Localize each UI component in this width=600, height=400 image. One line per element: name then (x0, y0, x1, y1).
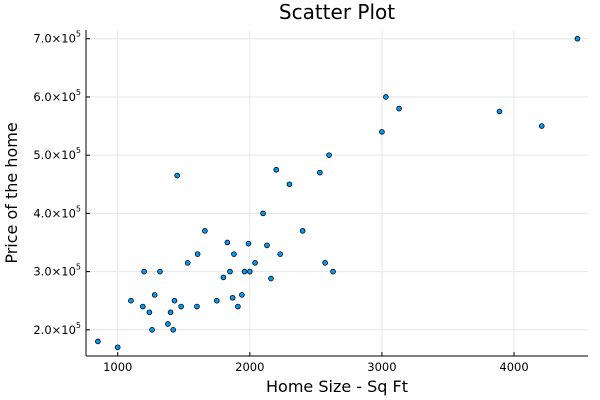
tick-labels: 1000 2000 3000 4000 2.0×105 3.0×105 4.0×105 5.0… (33, 30, 528, 374)
data-point (220, 274, 227, 281)
data-point (252, 260, 258, 266)
data-points (95, 35, 581, 351)
x-axis-label: Home Size - Sq Ft (266, 377, 408, 396)
data-point (260, 210, 266, 217)
x-tick-label: 2000 (235, 360, 264, 374)
data-point (194, 251, 201, 257)
data-point (496, 108, 503, 115)
grid (86, 30, 588, 356)
data-point (95, 338, 101, 345)
x-tick-label: 1000 (103, 360, 132, 374)
data-point (379, 129, 385, 135)
data-point (167, 309, 174, 316)
data-point (326, 152, 332, 158)
data-point (202, 228, 208, 234)
data-point (268, 275, 274, 282)
data-point (171, 297, 178, 304)
data-point (239, 292, 245, 298)
y-tick-label: 3.0×105 (33, 263, 81, 279)
y-tick-label: 6.0×105 (33, 88, 81, 104)
data-point (235, 303, 241, 310)
data-point (229, 294, 236, 301)
data-point (184, 260, 191, 266)
data-point (174, 172, 180, 179)
data-point (170, 327, 176, 333)
data-point (247, 268, 253, 275)
data-point (151, 292, 158, 298)
data-point (178, 303, 184, 310)
x-tick-label: 3000 (367, 360, 396, 374)
y-tick-label: 7.0×105 (33, 30, 81, 46)
data-point (286, 181, 293, 188)
data-point (141, 268, 147, 275)
data-point (165, 321, 171, 327)
x-tick-label: 4000 (499, 360, 528, 374)
data-point (194, 303, 200, 310)
data-point (157, 268, 163, 275)
y-axis-label: Price of the home (2, 122, 21, 263)
y-tick-label: 5.0×105 (33, 146, 81, 162)
data-point (396, 105, 402, 112)
data-point (574, 35, 581, 42)
data-point (128, 297, 134, 304)
data-point (299, 228, 306, 234)
data-point (114, 344, 121, 351)
data-point (231, 251, 237, 257)
data-point (330, 268, 336, 275)
data-point (273, 166, 280, 173)
y-tick-label: 2.0×105 (33, 321, 81, 337)
data-point (383, 94, 389, 100)
data-point (277, 251, 283, 257)
data-point (241, 268, 248, 275)
data-point (140, 303, 146, 310)
data-point (224, 239, 231, 246)
data-point (146, 309, 153, 316)
data-point (245, 240, 252, 247)
chart-title: Scatter Plot (279, 0, 395, 24)
axes (85, 30, 588, 357)
y-tick-label: 4.0×105 (33, 204, 81, 220)
data-point (149, 327, 155, 333)
data-point (538, 123, 545, 129)
data-point (317, 169, 323, 176)
data-point (264, 242, 270, 249)
data-point (227, 268, 233, 275)
data-point (322, 260, 328, 266)
data-point (213, 297, 220, 304)
